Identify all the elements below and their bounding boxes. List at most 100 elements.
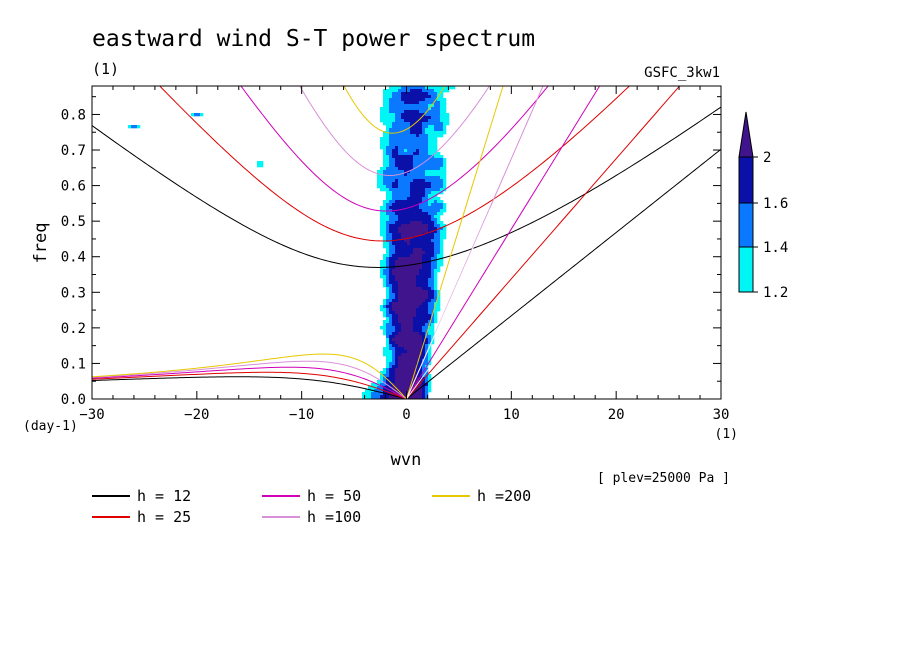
- spectrum-cell: [395, 344, 399, 348]
- spectrum-cell: [386, 203, 390, 207]
- spectrum-cell: [422, 236, 426, 240]
- white-guide: [406, 208, 491, 399]
- spectrum-cell: [383, 101, 387, 105]
- spectrum-cell: [422, 170, 426, 174]
- spectrum-cell: [401, 185, 405, 189]
- spectrum-cell: [413, 395, 417, 399]
- spectrum-cell: [389, 275, 393, 279]
- spectrum-cell: [419, 110, 423, 114]
- spectrum-cell: [383, 131, 387, 135]
- spectrum-cell: [410, 215, 414, 219]
- spectrum-cell: [392, 89, 396, 93]
- spectrum-cell: [437, 260, 441, 264]
- spectrum-cell: [404, 383, 408, 387]
- spectrum-cell: [416, 107, 420, 111]
- spectrum-cell: [386, 227, 390, 231]
- spectrum-cell: [431, 248, 435, 252]
- spectrum-cell: [410, 167, 414, 171]
- spectrum-cell: [422, 101, 426, 105]
- spectrum-cell: [407, 281, 411, 285]
- spectrum-cell: [419, 89, 423, 93]
- spectrum-cell: [410, 89, 414, 93]
- spectrum-cell: [401, 128, 405, 132]
- spectrum-cell: [422, 257, 426, 261]
- gravity-curve: [159, 86, 631, 242]
- spectrum-cell: [395, 89, 399, 93]
- spectrum-cell: [395, 362, 399, 366]
- spectrum-cell: [401, 305, 405, 309]
- spectrum-cell: [404, 149, 408, 153]
- spectrum-cell: [416, 101, 420, 105]
- spectrum-cell: [380, 263, 384, 267]
- spectrum-cell: [380, 182, 384, 186]
- rossby-curve: [92, 371, 407, 399]
- spectrum-cell: [407, 188, 411, 192]
- spectrum-cell: [434, 227, 438, 231]
- spectrum-cell: [428, 122, 432, 126]
- spectrum-cell: [410, 329, 414, 333]
- spectrum-cell: [386, 254, 390, 258]
- spectrum-cell: [386, 197, 390, 201]
- spectrum-cell: [404, 143, 408, 147]
- spectrum-cell: [401, 224, 405, 228]
- spectrum-cell: [422, 380, 426, 384]
- spectrum-cell: [416, 248, 420, 252]
- spectrum-cell: [416, 272, 420, 276]
- spectrum-cell: [398, 95, 402, 99]
- spectrum-cell: [422, 269, 426, 273]
- spectrum-cell: [413, 179, 417, 183]
- spectrum-cell: [407, 374, 411, 378]
- spectrum-cell: [431, 143, 435, 147]
- spectrum-cell: [398, 278, 402, 282]
- spectrum-cell: [437, 302, 441, 306]
- spectrum-cell: [389, 206, 393, 210]
- spectrum-cell: [422, 317, 426, 321]
- spectrum-cell: [389, 245, 393, 249]
- spectrum-cell: [413, 287, 417, 291]
- x-tick-label: −30: [79, 407, 104, 423]
- spectrum-cell: [401, 317, 405, 321]
- spectrum-cell: [395, 350, 399, 354]
- spectrum-cell: [395, 320, 399, 324]
- spectrum-cell: [434, 233, 438, 237]
- spectrum-cell: [401, 146, 405, 150]
- spectrum-cell: [434, 113, 438, 117]
- spectrum-cell: [392, 293, 396, 297]
- spectrum-cell: [416, 386, 420, 390]
- spectrum-cell: [389, 308, 393, 312]
- spectrum-cell: [416, 278, 420, 282]
- spectrum-cell: [440, 119, 444, 123]
- spectrum-cell: [410, 170, 414, 174]
- spectrum-cell: [437, 86, 441, 90]
- spectrum-cell: [422, 353, 426, 357]
- spectrum-cell: [404, 281, 408, 285]
- spectrum-cell: [413, 164, 417, 168]
- spectrum-cell: [425, 263, 429, 267]
- spectrum-cell: [434, 122, 438, 126]
- spectrum-cell: [386, 308, 390, 312]
- spectrum-cell: [413, 329, 417, 333]
- spectrum-cell: [407, 176, 411, 180]
- spectrum-cell: [425, 368, 429, 372]
- spectrum-cell: [419, 371, 423, 375]
- spectrum-cell: [398, 104, 402, 108]
- spectrum-cell: [440, 251, 444, 255]
- spectrum-cell: [416, 218, 420, 222]
- spectrum-cell: [413, 281, 417, 285]
- spectrum-cell: [392, 104, 396, 108]
- spectrum-cell: [437, 236, 441, 240]
- spectrum-cell: [431, 272, 435, 276]
- spectrum-cell: [404, 179, 408, 183]
- spectrum-cell: [407, 140, 411, 144]
- spectrum-cell: [431, 269, 435, 273]
- spectrum-cell: [389, 287, 393, 291]
- y-axis-unit: (day-1): [23, 419, 78, 434]
- spectrum-cell: [422, 263, 426, 267]
- spectrum-cell: [407, 203, 411, 207]
- spectrum-cell: [440, 122, 444, 126]
- spectrum-cell: [425, 137, 429, 141]
- x-axis-unit: (1): [715, 427, 738, 442]
- spectrum-cell: [419, 185, 423, 189]
- spectrum-cell: [401, 263, 405, 267]
- spectrum-cell: [434, 176, 438, 180]
